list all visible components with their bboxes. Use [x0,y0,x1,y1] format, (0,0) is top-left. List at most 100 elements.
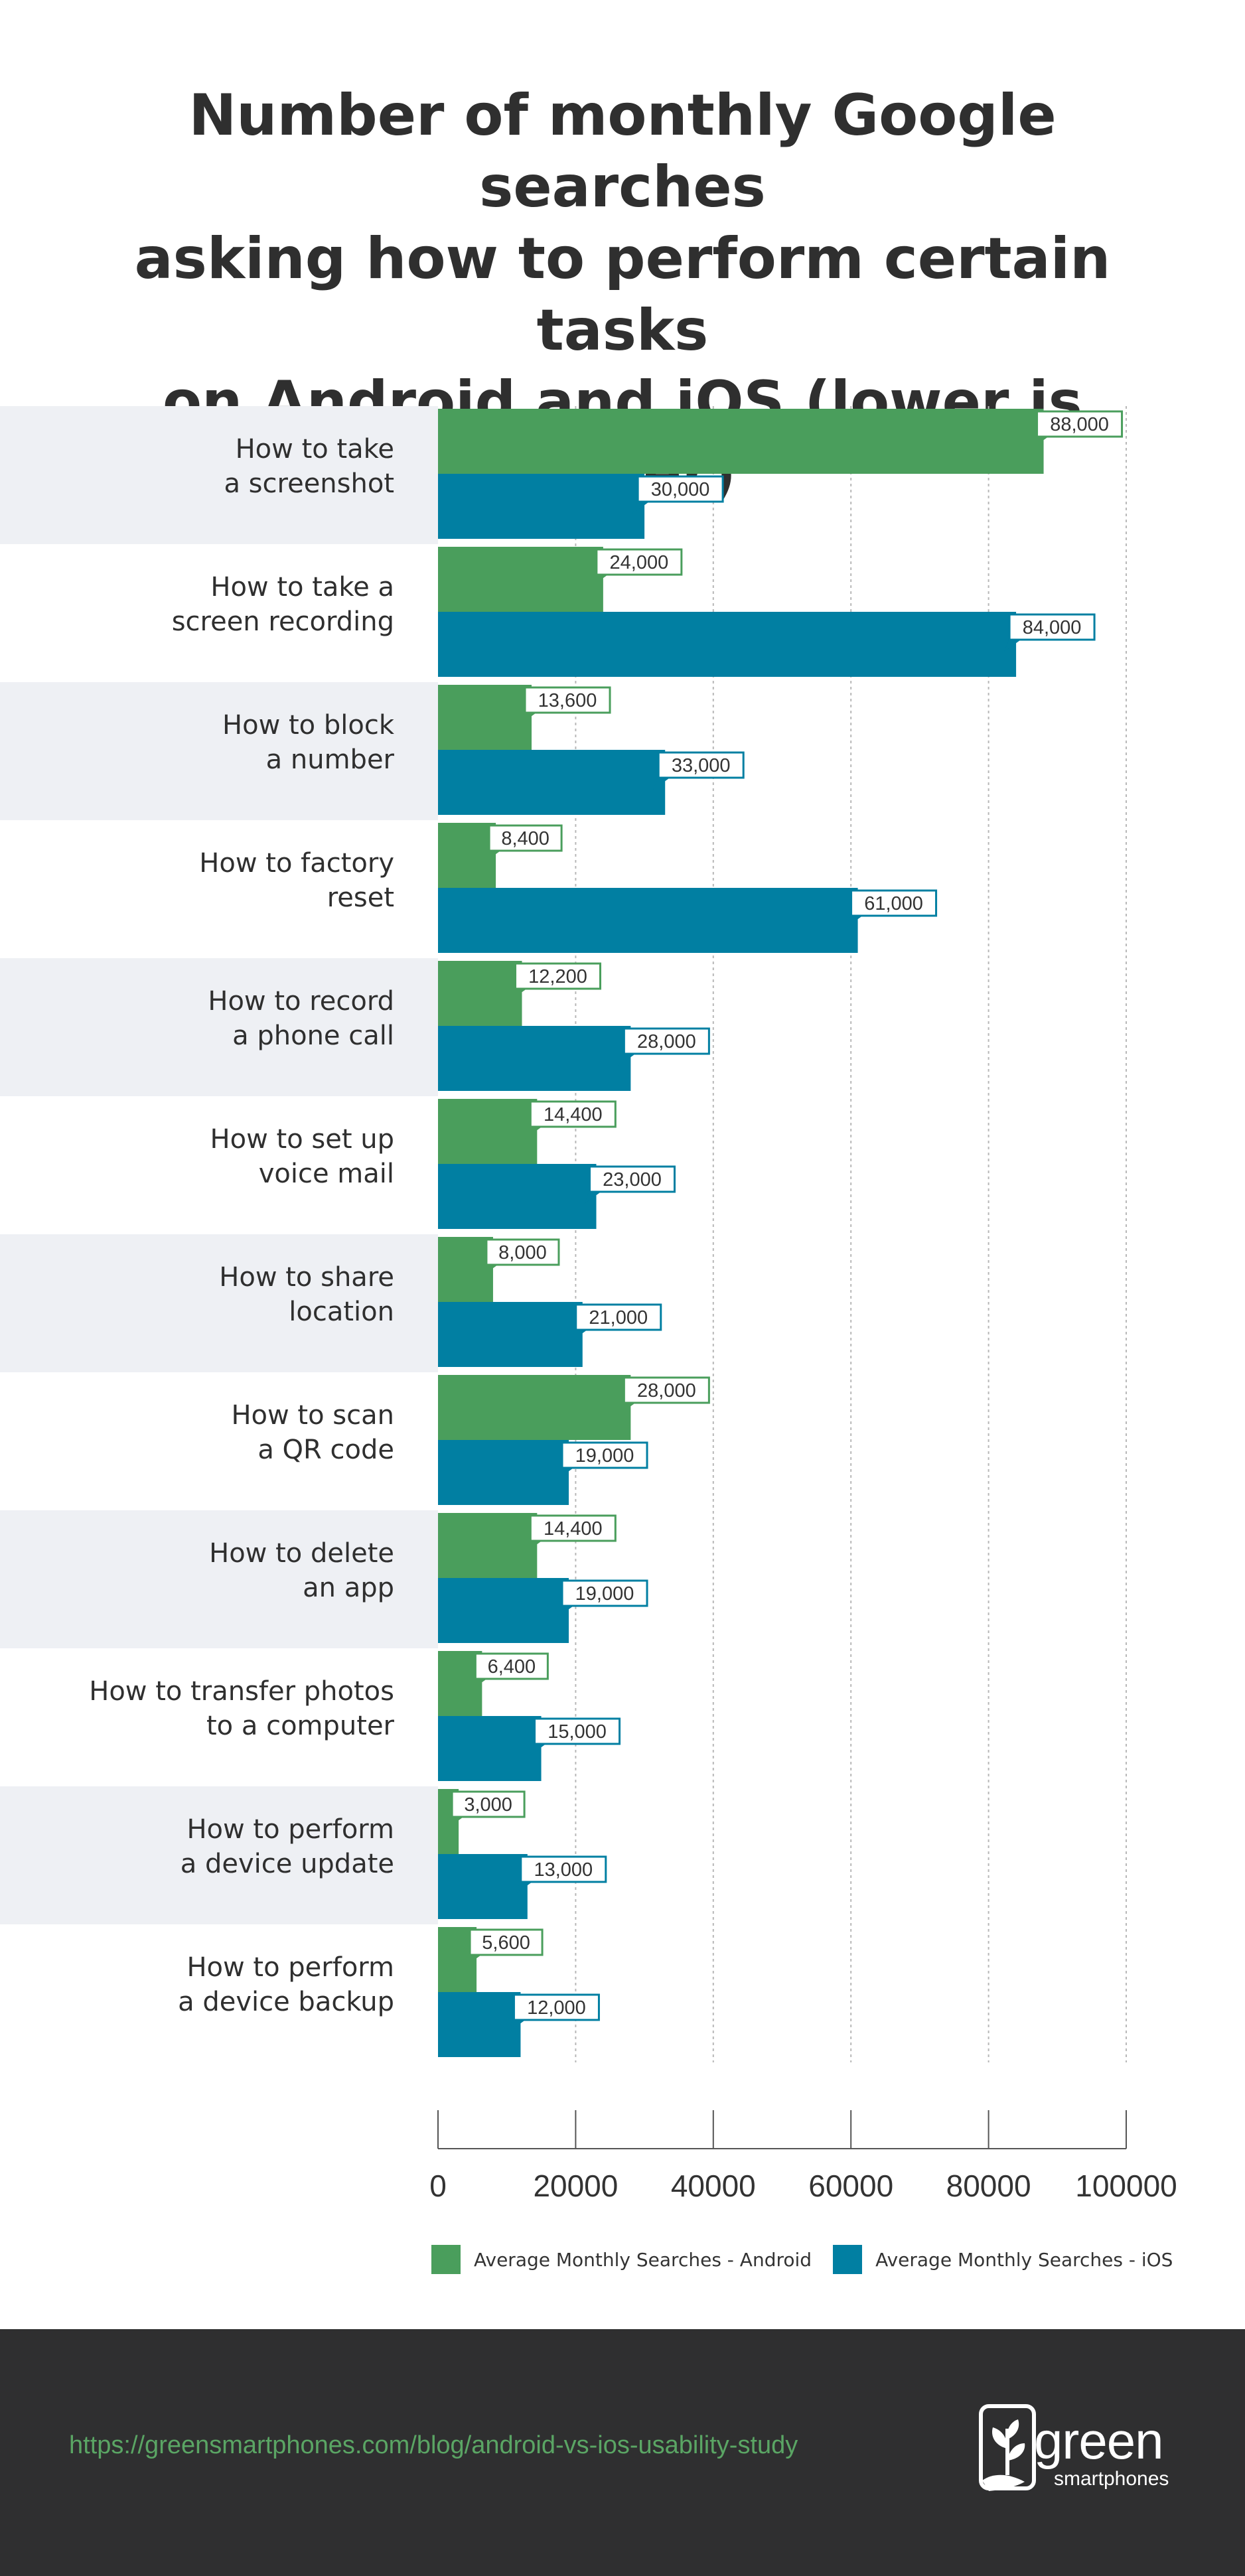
value-label: 19,000 [575,1445,634,1467]
value-label: 15,000 [548,1721,607,1743]
value-label-pointer [845,914,865,928]
category-label-line: How to scan [231,1400,394,1431]
value-label: 12,000 [527,1997,586,2019]
category-label-line: How to block [222,710,395,741]
ios-bar [438,1578,569,1643]
category-label-line: How to perform [186,1814,394,1845]
value-label-box [512,1993,600,2021]
category-label-line: How to set up [210,1124,394,1155]
ios-bar [438,1992,521,2057]
category-label: How to scan a QR code [231,1400,394,1465]
category-label-line: a number [266,745,395,775]
value-label-pointer [1004,638,1023,652]
bar-chart: How to take a screenshot How to take a scre… [0,406,1177,2203]
value-label-pointer [508,2019,528,2032]
value-label-box [514,962,602,990]
plant-hand-icon [979,2404,1036,2491]
android-bar [438,409,1044,474]
ios-bar [438,612,1017,677]
value-label: 28,000 [637,1031,696,1052]
logo-wordmark: green [1034,2411,1163,2470]
value-label-pointer [447,1816,466,1829]
value-label-pointer [515,1881,534,1894]
value-label: 8,400 [501,828,549,849]
category-label-line: How to factory [199,848,394,879]
logo-subtext: smartphones [1054,2468,1169,2490]
category-label: How to perform a device backup [178,1952,394,2017]
value-label: 14,400 [544,1104,603,1125]
value-label-box [451,1790,526,1818]
ios-bar [438,750,666,815]
ios-bar [438,1302,583,1367]
value-label-box [529,1100,617,1128]
android-bar [438,685,532,750]
value-label-pointer [619,1401,638,1415]
legend-swatch-android [431,2245,461,2274]
value-label-box [850,889,938,917]
value-label-box [534,1717,621,1745]
row-band [0,1234,438,1372]
value-label-box [529,1514,617,1542]
category-label-line: location [289,1297,394,1327]
ios-bar [438,888,858,953]
value-label-pointer [484,849,503,863]
value-label: 61,000 [864,893,923,914]
value-label: 23,000 [603,1169,662,1190]
x-tick-label: 60000 [808,2169,893,2203]
value-label: 24,000 [610,552,669,573]
category-label-line: voice mail [259,1159,394,1189]
category-label: How to set up voice mail [210,1124,394,1189]
value-label-pointer [653,776,672,790]
value-label: 13,600 [538,690,597,711]
value-label-box [1008,613,1096,641]
value-label: 84,000 [1023,617,1082,638]
footer-url-link[interactable]: https://greensmartphones.com/blog/androi… [69,2431,798,2459]
android-bar [438,1099,538,1164]
value-label: 28,000 [637,1380,696,1401]
android-bar [438,1375,631,1440]
x-tick-label: 20000 [533,2169,618,2203]
value-label: 5,600 [482,1932,530,1954]
value-label-pointer [557,1467,576,1480]
android-bar [438,961,522,1026]
value-label-box [561,1441,648,1469]
value-label: 14,400 [544,1518,603,1539]
legend-swatch-ios [833,2245,863,2274]
category-label: How to block a number [222,710,395,775]
value-label-box [474,1652,549,1680]
legend-item-ios: Average Monthly Searches - iOS [833,2245,1173,2274]
ios-bar [438,1854,528,1919]
x-tick-label: 100000 [1075,2169,1177,2203]
value-label-box [524,686,611,714]
value-label-pointer [529,1743,548,1756]
android-bar [438,823,496,888]
category-label-line: to a computer [206,1711,395,1741]
row-band [0,958,438,1096]
x-tick-label: 40000 [671,2169,756,2203]
value-label-pointer [619,1052,638,1066]
legend-label-ios: Average Monthly Searches - iOS [875,2248,1173,2271]
category-label-line: How to transfer photos [89,1676,394,1707]
android-bar [438,547,603,612]
value-label-box [485,1238,560,1266]
android-bar [438,1513,538,1578]
row-band [0,406,438,544]
row-band [0,1786,438,1924]
value-label-box [622,1376,710,1404]
value-label-box [636,475,724,503]
category-label-line: a QR code [257,1435,394,1465]
value-label: 12,200 [528,966,587,987]
value-label-pointer [632,500,652,514]
value-label-pointer [525,1539,544,1553]
category-label-line: a phone call [232,1021,394,1051]
category-label: How to take a screenshot [224,434,394,499]
category-label-line: How to delete [209,1538,394,1569]
value-label-pointer [570,1328,589,1342]
value-label-box [622,1027,710,1055]
value-label-pointer [591,573,610,587]
value-label-pointer [557,1605,576,1618]
value-label-box [520,1855,607,1883]
category-label: How to factory reset [199,848,394,913]
category-label-line: How to take [236,434,394,465]
category-label: How to delete an app [209,1538,394,1603]
